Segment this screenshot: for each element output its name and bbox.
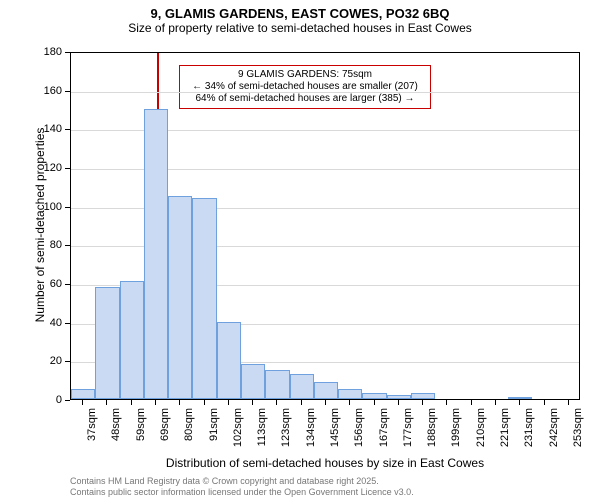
chart-container: 9, GLAMIS GARDENS, EAST COWES, PO32 6BQ … <box>0 0 600 500</box>
x-tick-mark <box>179 400 180 405</box>
x-tick-mark <box>276 400 277 405</box>
x-tick-mark <box>82 400 83 405</box>
x-tick-mark <box>325 400 326 405</box>
y-tick-mark <box>65 361 70 362</box>
x-tick-label: 91sqm <box>208 408 220 458</box>
histogram-bar <box>168 196 192 399</box>
histogram-bar <box>290 374 314 399</box>
x-tick-mark <box>252 400 253 405</box>
y-tick-mark <box>65 129 70 130</box>
x-tick-mark <box>422 400 423 405</box>
x-tick-mark <box>131 400 132 405</box>
x-tick-label: 69sqm <box>159 408 171 458</box>
histogram-bar <box>265 370 289 399</box>
x-tick-label: 134sqm <box>305 408 317 458</box>
x-tick-label: 231sqm <box>523 408 535 458</box>
histogram-bar <box>120 281 144 399</box>
y-tick-label: 40 <box>32 317 62 329</box>
histogram-bar <box>411 393 435 399</box>
x-tick-label: 37sqm <box>86 408 98 458</box>
histogram-bar <box>144 109 168 399</box>
x-tick-label: 188sqm <box>426 408 438 458</box>
x-tick-mark <box>155 400 156 405</box>
y-tick-mark <box>65 284 70 285</box>
histogram-bar <box>387 395 411 399</box>
x-tick-label: 242sqm <box>548 408 560 458</box>
x-tick-mark <box>398 400 399 405</box>
x-tick-mark <box>446 400 447 405</box>
x-tick-mark <box>349 400 350 405</box>
x-tick-mark <box>495 400 496 405</box>
x-tick-label: 48sqm <box>110 408 122 458</box>
y-tick-mark <box>65 245 70 246</box>
x-tick-label: 199sqm <box>450 408 462 458</box>
x-tick-label: 177sqm <box>402 408 414 458</box>
y-tick-label: 80 <box>32 239 62 251</box>
histogram-bar <box>71 389 95 399</box>
histogram-bar <box>338 389 362 399</box>
y-tick-label: 160 <box>32 85 62 97</box>
y-tick-label: 180 <box>32 46 62 58</box>
x-tick-label: 80sqm <box>183 408 195 458</box>
chart-subtitle: Size of property relative to semi-detach… <box>0 21 600 39</box>
x-tick-mark <box>544 400 545 405</box>
footer-attribution: Contains HM Land Registry data © Crown c… <box>70 476 414 499</box>
callout-line: 64% of semi-detached houses are larger (… <box>186 93 424 105</box>
histogram-bar <box>508 397 532 399</box>
plot-area: 9 GLAMIS GARDENS: 75sqm← 34% of semi-det… <box>70 52 580 400</box>
x-tick-mark <box>228 400 229 405</box>
y-tick-label: 120 <box>32 162 62 174</box>
x-tick-label: 210sqm <box>475 408 487 458</box>
y-tick-mark <box>65 168 70 169</box>
y-tick-label: 20 <box>32 355 62 367</box>
footer-line2: Contains public sector information licen… <box>70 487 414 498</box>
chart-title: 9, GLAMIS GARDENS, EAST COWES, PO32 6BQ <box>0 0 600 21</box>
x-tick-label: 59sqm <box>135 408 147 458</box>
histogram-bar <box>217 322 241 399</box>
y-tick-mark <box>65 400 70 401</box>
footer-line1: Contains HM Land Registry data © Crown c… <box>70 476 414 487</box>
y-tick-mark <box>65 52 70 53</box>
callout-line: 9 GLAMIS GARDENS: 75sqm <box>186 69 424 81</box>
x-tick-mark <box>471 400 472 405</box>
x-tick-label: 167sqm <box>378 408 390 458</box>
callout-box: 9 GLAMIS GARDENS: 75sqm← 34% of semi-det… <box>179 65 431 109</box>
x-tick-mark <box>568 400 569 405</box>
x-tick-label: 102sqm <box>232 408 244 458</box>
grid-line <box>71 92 579 93</box>
x-tick-mark <box>301 400 302 405</box>
y-tick-mark <box>65 323 70 324</box>
x-tick-mark <box>106 400 107 405</box>
histogram-bar <box>95 287 119 399</box>
x-tick-label: 253sqm <box>572 408 584 458</box>
x-tick-label: 156sqm <box>353 408 365 458</box>
y-tick-mark <box>65 91 70 92</box>
histogram-bar <box>192 198 216 399</box>
x-tick-mark <box>204 400 205 405</box>
x-tick-mark <box>374 400 375 405</box>
y-tick-label: 140 <box>32 123 62 135</box>
histogram-bar <box>241 364 265 399</box>
y-tick-label: 100 <box>32 201 62 213</box>
x-axis-label: Distribution of semi-detached houses by … <box>70 456 580 470</box>
x-tick-label: 123sqm <box>280 408 292 458</box>
y-tick-label: 0 <box>32 394 62 406</box>
histogram-bar <box>314 382 338 399</box>
y-tick-label: 60 <box>32 278 62 290</box>
x-tick-label: 221sqm <box>499 408 511 458</box>
x-tick-label: 145sqm <box>329 408 341 458</box>
y-tick-mark <box>65 207 70 208</box>
x-tick-label: 113sqm <box>256 408 268 458</box>
histogram-bar <box>362 393 386 399</box>
x-tick-mark <box>519 400 520 405</box>
